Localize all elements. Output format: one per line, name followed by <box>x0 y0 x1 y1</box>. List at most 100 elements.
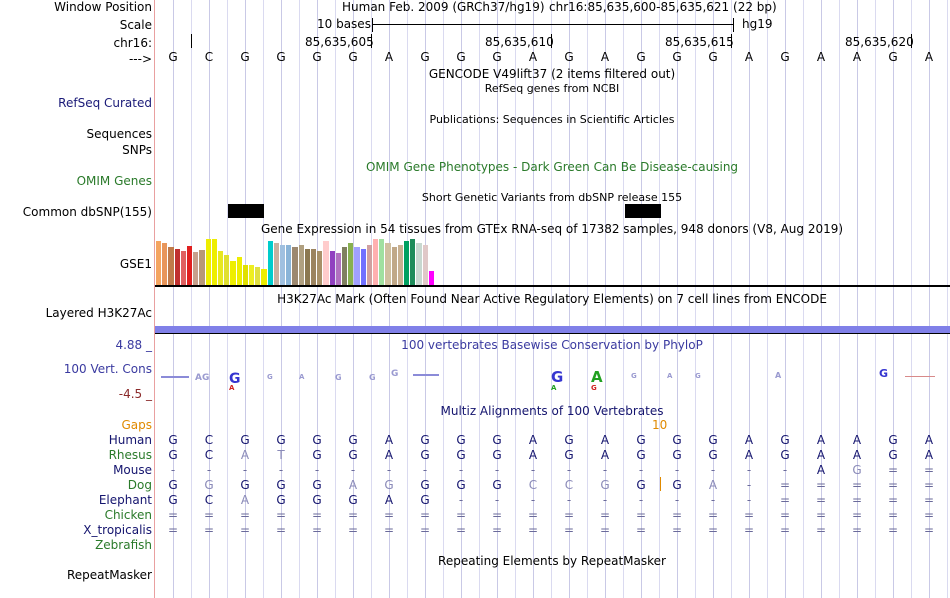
species-label[interactable]: Mouse <box>113 463 152 477</box>
gtex-tissue-bar[interactable] <box>317 251 323 285</box>
alignment-base: G <box>636 448 646 462</box>
alignment-base: - <box>638 463 644 477</box>
species-label[interactable]: Chicken <box>104 508 152 522</box>
alignment-base: = <box>239 523 251 537</box>
alignment-base: = <box>887 463 899 477</box>
gtex-tissue-bar[interactable] <box>298 245 304 285</box>
grid-line <box>461 0 462 598</box>
gaps-label: Gaps <box>121 418 152 432</box>
gtex-tissue-bar[interactable] <box>224 255 230 285</box>
gtex-tissue-bar[interactable] <box>187 246 193 285</box>
gtex-tissue-bar[interactable] <box>428 271 434 285</box>
alignment-base: = <box>383 523 395 537</box>
svg-text:G: G <box>551 368 563 386</box>
refseq-track-label[interactable]: RefSeq Curated <box>58 96 152 110</box>
species-label[interactable]: Elephant <box>98 493 152 507</box>
sequence-base: A <box>852 50 862 64</box>
alignment-base: = <box>779 493 791 507</box>
sequence-base: A <box>384 50 394 64</box>
gtex-tissue-bar[interactable] <box>385 243 391 285</box>
h3k27ac-track-label[interactable]: Layered H3K27Ac <box>45 306 152 320</box>
sequence-base: G <box>672 50 682 64</box>
alignment-base: G <box>636 478 646 492</box>
alignment-base: G <box>420 433 430 447</box>
dbsnp-variant[interactable] <box>625 204 661 218</box>
gtex-tissue-bar[interactable] <box>156 241 162 285</box>
snps-track-label[interactable]: SNPs <box>122 143 152 157</box>
gtex-tissue-bar[interactable] <box>335 253 341 285</box>
gtex-tissue-bar[interactable] <box>366 245 372 285</box>
gtex-tissue-bar[interactable] <box>397 245 403 285</box>
gtex-tissue-bar[interactable] <box>354 247 360 285</box>
omim-track-label[interactable]: OMIM Genes <box>76 174 152 188</box>
gtex-tissue-bar[interactable] <box>242 265 248 285</box>
gtex-tissue-bar[interactable] <box>249 265 255 285</box>
alignment-base: G <box>492 448 502 462</box>
dbsnp-variant[interactable] <box>228 204 264 218</box>
gtex-tissue-bar[interactable] <box>193 252 199 285</box>
grid-line <box>443 0 444 598</box>
scale-bar-text: 10 bases <box>317 17 371 31</box>
gtex-tissue-bar[interactable] <box>280 245 286 285</box>
gencode-track-title[interactable]: GENCODE V49lift37 (2 items filtered out) <box>428 67 676 81</box>
repeatmasker-track-label[interactable]: RepeatMasker <box>66 568 152 582</box>
gtex-tissue-bar[interactable] <box>379 239 385 285</box>
gtex-tissue-bar[interactable] <box>211 239 217 285</box>
conservation-logo[interactable]: AG G A G A G G G G A A G G A G A G <box>155 366 950 396</box>
alignment-base: - <box>422 463 428 477</box>
alignment-base: = <box>419 508 431 522</box>
alignment-base: A <box>528 433 538 447</box>
grid-line <box>353 0 354 598</box>
gtex-tissue-bar[interactable] <box>323 241 329 285</box>
gtex-tissue-bar[interactable] <box>168 247 174 285</box>
cons-track-label[interactable]: 100 Vert. Cons <box>63 362 152 376</box>
gtex-tissue-bar[interactable] <box>342 247 348 285</box>
species-label[interactable]: Dog <box>127 478 152 492</box>
dbsnp-track-label[interactable]: Common dbSNP(155) <box>22 205 152 219</box>
alignment-base: = <box>779 508 791 522</box>
gtex-tissue-bar[interactable] <box>218 251 224 285</box>
gtex-tissue-bar[interactable] <box>292 247 298 285</box>
gtex-tissue-bar[interactable] <box>267 241 273 285</box>
sequences-track-label[interactable]: Sequences <box>86 127 152 141</box>
gtex-tissue-bar[interactable] <box>261 269 267 285</box>
species-label[interactable]: Human <box>108 433 152 447</box>
gtex-tissue-bar[interactable] <box>255 267 261 285</box>
gtex-tissue-bar[interactable] <box>391 247 397 285</box>
alignment-base: A <box>852 448 862 462</box>
gtex-tissue-bar[interactable] <box>360 249 366 285</box>
alignment-base: G <box>888 448 898 462</box>
gtex-tissue-bar[interactable] <box>162 243 168 285</box>
gtex-tissue-bar[interactable] <box>422 245 428 285</box>
gtex-tissue-bar[interactable] <box>311 249 317 285</box>
species-label[interactable]: Zebrafish <box>95 538 152 552</box>
sequence-base: G <box>636 50 646 64</box>
gtex-tissue-bar[interactable] <box>174 249 180 285</box>
gtex-tissue-bar[interactable] <box>404 241 410 285</box>
gtex-tissue-bar[interactable] <box>286 245 292 285</box>
gtex-tissue-bar[interactable] <box>230 261 236 285</box>
alignment-base: = <box>923 493 935 507</box>
species-label[interactable]: Rhesus <box>108 448 152 462</box>
gtex-tissue-bar[interactable] <box>329 251 335 285</box>
gtex-tissue-bar[interactable] <box>304 249 310 285</box>
chrom-label: chr16: <box>113 36 152 50</box>
species-label[interactable]: X_tropicalis <box>83 523 152 537</box>
gtex-tissue-bar[interactable] <box>205 239 211 285</box>
grid-line <box>245 0 246 598</box>
alignment-base: = <box>779 478 791 492</box>
gtex-tissue-bar[interactable] <box>416 243 422 285</box>
gtex-tissue-bar[interactable] <box>410 239 416 285</box>
gtex-tissue-bar[interactable] <box>273 243 279 285</box>
gtex-tissue-bar[interactable] <box>199 250 205 285</box>
h3k27ac-signal-bar[interactable] <box>155 326 950 333</box>
sequence-base: G <box>240 50 250 64</box>
gtex-tissue-bar[interactable] <box>373 239 379 285</box>
gtex-track-label[interactable]: GSE1 <box>119 257 152 271</box>
alignment-base: - <box>782 463 788 477</box>
grid-line <box>263 0 264 598</box>
gtex-tissue-bar[interactable] <box>180 251 186 285</box>
gtex-tissue-bar[interactable] <box>236 257 242 285</box>
gtex-tissue-bar[interactable] <box>348 243 354 285</box>
position-readout[interactable]: chr16:85,635,600-85,635,621 (22 bp) <box>549 0 777 14</box>
